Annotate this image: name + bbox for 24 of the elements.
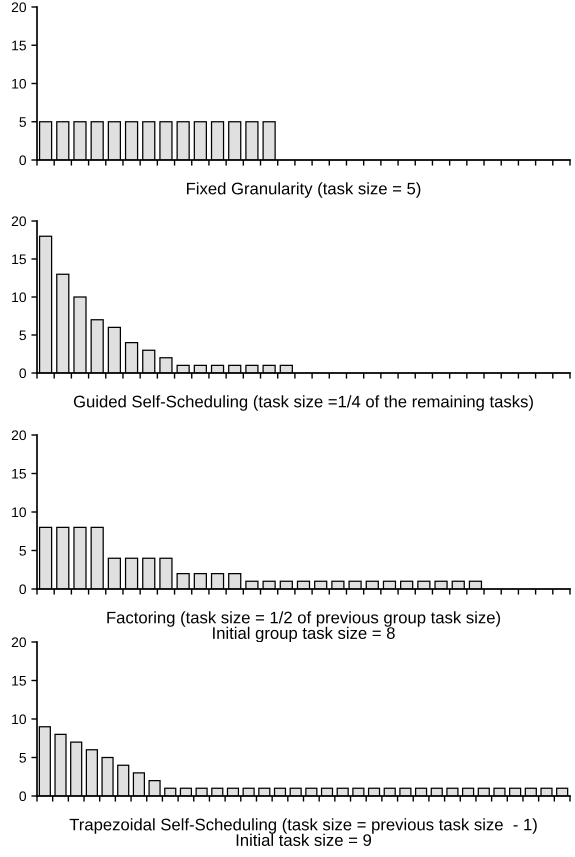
y-tick-label: 15 bbox=[12, 254, 26, 264]
x-axis-title: Fixed Granularity (task size = 5) bbox=[187, 182, 420, 198]
y-tick-label: 5 bbox=[19, 546, 26, 556]
y-tick-label: 20 bbox=[12, 216, 26, 226]
y-tick-label: 5 bbox=[19, 752, 26, 763]
x-axis-title: Guided Self-Scheduling (task size =1/4 of the remaining tasks) bbox=[74, 395, 533, 411]
y-tick-label: 15 bbox=[12, 40, 26, 50]
y-tick-label: 5 bbox=[19, 117, 26, 127]
y-tick-label: 20 bbox=[12, 637, 26, 648]
y-tick-label: 10 bbox=[12, 507, 26, 518]
y-tick-label: 15 bbox=[12, 676, 26, 686]
x-axis-title: Trapezoidal Self-Scheduling (task size = previous task size - 1) Initial task size = 9 bbox=[70, 818, 537, 846]
y-tick-label: 10 bbox=[12, 714, 26, 724]
y-tick-label: 0 bbox=[19, 155, 26, 166]
y-tick-label: 20 bbox=[12, 430, 26, 440]
y-tick-label: 0 bbox=[19, 584, 26, 594]
y-tick-label: 10 bbox=[12, 292, 26, 302]
x-axis-title: Factoring (task size = 1/2 of previous group task size) Initial group task size = 8 bbox=[107, 611, 500, 642]
y-tick-label: 0 bbox=[19, 368, 26, 378]
y-tick-label: 15 bbox=[12, 468, 26, 479]
y-tick-label: 5 bbox=[19, 330, 26, 340]
y-tick-label: 0 bbox=[19, 791, 26, 802]
y-tick-label: 20 bbox=[12, 2, 26, 12]
y-tick-label: 10 bbox=[12, 78, 26, 89]
